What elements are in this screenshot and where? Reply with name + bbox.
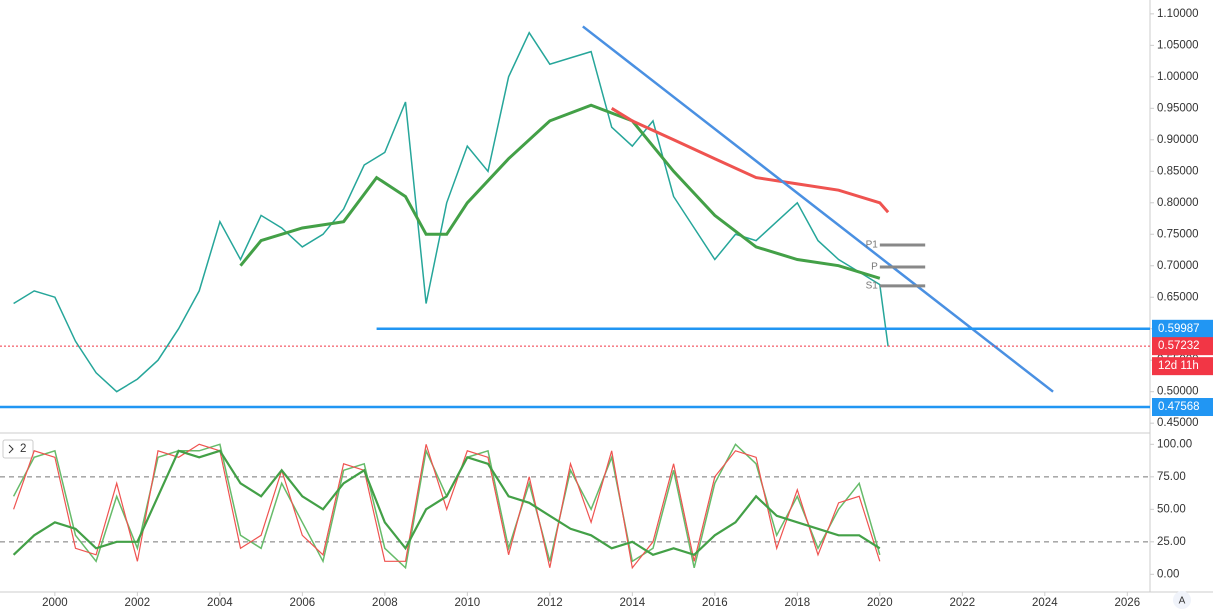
y-tick-label: 0.90000 <box>1157 134 1199 146</box>
y-tick-label: 1.05000 <box>1157 39 1199 51</box>
x-tick-label: 2022 <box>950 597 976 609</box>
price-tag <box>1152 398 1213 417</box>
y-tick-label: 1.10000 <box>1157 8 1199 20</box>
series-line <box>12 443 881 570</box>
y-tick-label: 0.75000 <box>1157 228 1199 240</box>
pivot-label: P1 <box>866 240 879 251</box>
y-tick-label: 0.50000 <box>1157 386 1199 398</box>
x-tick-label: 2010 <box>455 597 481 609</box>
countdown-tag <box>1152 357 1213 376</box>
chevron <box>8 444 14 454</box>
x-tick-label: 2026 <box>1115 597 1141 609</box>
x-tick-label: 2006 <box>290 597 316 609</box>
x-tick-label: 2020 <box>867 597 893 609</box>
countdown-label: 12d 11h <box>1158 360 1199 372</box>
price-tag-label: 0.47568 <box>1158 401 1200 413</box>
auto-scale-label: A <box>1179 596 1186 607</box>
pivot-label: S1 <box>866 281 879 292</box>
y-tick-label: 50.00 <box>1157 503 1186 515</box>
trendline <box>582 25 1054 393</box>
x-tick-label: 2018 <box>785 597 811 609</box>
price-tag-label: 0.57232 <box>1158 340 1200 352</box>
pane-label-box[interactable] <box>2 439 34 459</box>
y-tick-label: 0.00 <box>1157 568 1179 580</box>
pane-label: 2 <box>20 443 26 455</box>
y-tick-label: 75.00 <box>1157 471 1186 483</box>
x-tick-label: 2004 <box>207 597 233 609</box>
x-tick-label: 2016 <box>702 597 728 609</box>
y-tick-label: 0.65000 <box>1157 291 1199 303</box>
y-tick-label: 100.00 <box>1157 438 1192 450</box>
y-tick-label: 0.70000 <box>1157 260 1199 272</box>
x-tick-label: 2002 <box>125 597 151 609</box>
x-tick-label: 2024 <box>1032 597 1058 609</box>
x-tick-label: 2000 <box>42 597 68 609</box>
pivot-label: P <box>871 262 878 273</box>
series-line <box>12 449 881 557</box>
x-tick-label: 2008 <box>372 597 398 609</box>
price-tag <box>1152 337 1213 356</box>
y-tick-label: 1.00000 <box>1157 71 1199 83</box>
price-tag <box>1152 319 1213 338</box>
y-tick-label: 0.85000 <box>1157 165 1199 177</box>
y-tick-label: 25.00 <box>1157 536 1186 548</box>
y-tick-label: 0.45000 <box>1157 417 1199 429</box>
price-tag-label: 0.59987 <box>1158 323 1200 335</box>
series-line <box>13 31 889 393</box>
auto-scale-button[interactable] <box>1173 591 1191 609</box>
series-line <box>13 443 881 570</box>
x-tick-label: 2012 <box>537 597 563 609</box>
series-line <box>610 107 890 214</box>
y-tick-label: 0.95000 <box>1157 102 1199 114</box>
series-line <box>239 103 881 280</box>
y-tick-label: 0.80000 <box>1157 197 1199 209</box>
x-tick-label: 2014 <box>620 597 646 609</box>
